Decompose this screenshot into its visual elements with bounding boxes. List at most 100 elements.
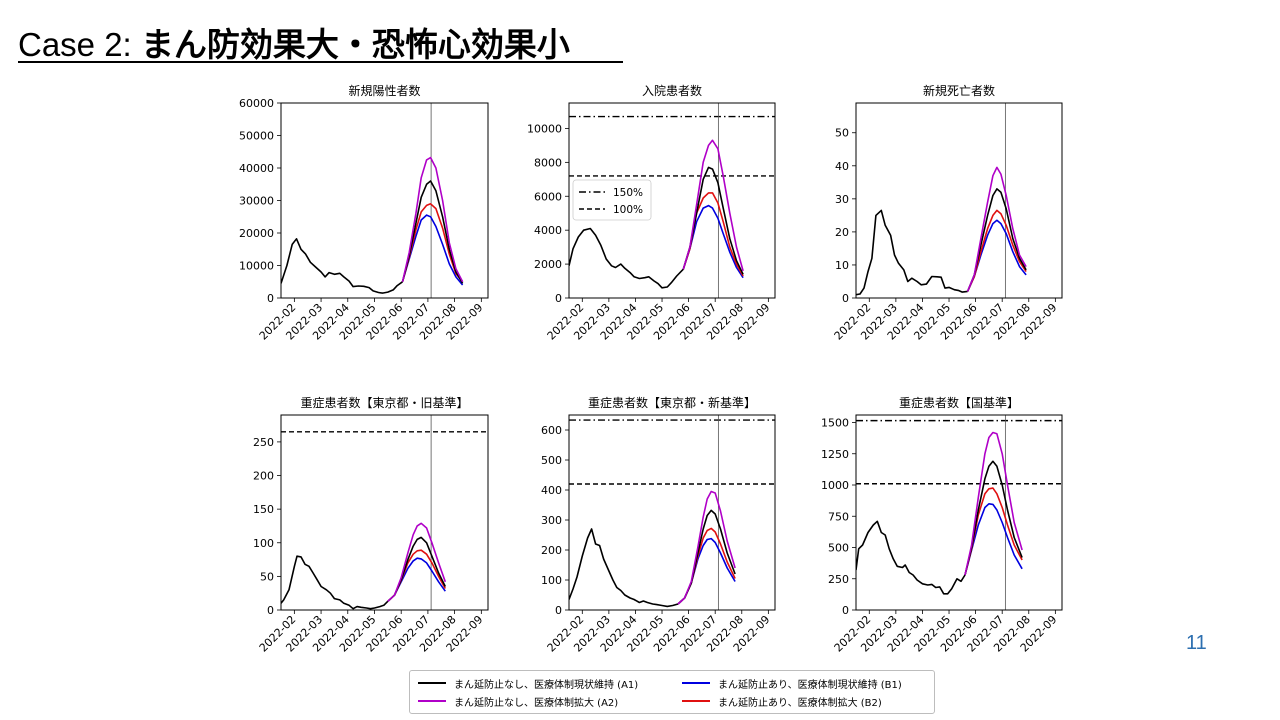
series-b2-line <box>401 203 464 283</box>
y-tick-label: 2000 <box>534 258 562 271</box>
y-tick-label: 20000 <box>239 227 274 240</box>
series-history-line <box>569 528 679 608</box>
chart-panel-5: 重症患者数【東京都・新基準】01002003004005006002022-02… <box>541 395 776 655</box>
legend-label-b1: まん延防止あり、医療体制現状維持 (B1) <box>718 679 902 691</box>
chart-title: 新規死亡者数 <box>923 83 995 98</box>
y-tick-label: 100 <box>253 537 274 550</box>
y-tick-label: 40 <box>835 160 849 173</box>
y-tick-label: 50 <box>260 570 274 583</box>
y-tick-label: 600 <box>541 424 562 437</box>
inner-legend-box <box>572 179 652 221</box>
series-a1-line <box>682 166 744 275</box>
y-tick-label: 8000 <box>534 156 562 169</box>
y-tick-label: 0 <box>842 604 849 617</box>
legend-label-b2: まん延防止あり、医療体制拡大 (B2) <box>718 697 882 709</box>
y-tick-label: 10000 <box>527 122 562 135</box>
series-a2-line <box>682 139 744 272</box>
y-tick-label: 4000 <box>534 224 562 237</box>
series-a1-line <box>966 188 1027 292</box>
chart-panel-2: 入院患者数02000400060008000100002022-022022-0… <box>527 83 776 343</box>
series-a2-line <box>387 522 447 602</box>
series-b1-line <box>387 557 446 602</box>
plot-area <box>569 103 775 298</box>
slide-title-main: まん防効果大・恐怖心効果小 <box>140 25 570 64</box>
series-a2-line <box>966 166 1027 292</box>
y-tick-label: 30 <box>835 193 849 206</box>
series-a2-line <box>401 156 464 283</box>
y-tick-label: 150 <box>253 503 274 516</box>
y-tick-label: 10 <box>835 259 849 272</box>
y-tick-label: 0 <box>555 604 562 617</box>
y-tick-label: 40000 <box>239 162 274 175</box>
series-a1-line <box>964 460 1023 576</box>
plot-area <box>281 415 488 610</box>
chart-title: 重症患者数【東京都・新基準】 <box>588 395 756 410</box>
y-tick-label: 30000 <box>239 195 274 208</box>
series-b1-line <box>964 502 1023 576</box>
chart-panel-3: 新規死亡者数010203040502022-022022-032022-0420… <box>832 83 1063 343</box>
chart-panel-6: 重症患者数【国基準】02505007501000125015002022-022… <box>821 395 1063 655</box>
series-history-line <box>856 520 966 595</box>
legend-swatch-a1 <box>418 682 446 684</box>
series-history-line <box>856 209 968 296</box>
chart-panel-1: 新規陽性者数0100002000030000400005000060000202… <box>239 83 489 343</box>
y-tick-label: 500 <box>828 542 849 555</box>
y-tick-label: 1000 <box>821 479 849 492</box>
inner-legend-label: 150% <box>613 187 643 199</box>
chart-legend: まん延防止なし、医療体制現状維持 (A1) まん延防止あり、医療体制現状維持 (… <box>409 670 935 714</box>
series-b2-line <box>966 209 1027 292</box>
plot-area <box>856 103 1027 298</box>
series-a2-line <box>677 490 736 605</box>
plot-frame <box>280 414 489 611</box>
y-tick-label: 0 <box>555 292 562 305</box>
series-b1-line <box>401 214 464 286</box>
legend-item-b1: まん延防止あり、医療体制現状維持 (B1) <box>682 674 902 692</box>
series-history-line <box>569 227 684 289</box>
legend-label-a1: まん延防止なし、医療体制現状維持 (A1) <box>454 679 639 691</box>
y-tick-label: 6000 <box>534 190 562 203</box>
title-underline <box>18 61 623 63</box>
y-tick-label: 20 <box>835 226 849 239</box>
y-tick-label: 250 <box>828 573 849 586</box>
y-tick-label: 100 <box>541 574 562 587</box>
plot-frame <box>280 102 489 299</box>
plot-frame <box>568 414 776 611</box>
series-history-line <box>281 238 403 294</box>
y-tick-label: 200 <box>541 544 562 557</box>
legend-item-b2: まん延防止あり、医療体制拡大 (B2) <box>682 692 882 710</box>
y-tick-label: 0 <box>842 292 849 305</box>
y-tick-label: 300 <box>541 514 562 527</box>
plot-frame <box>855 102 1063 299</box>
page-number: 11 <box>1186 632 1207 654</box>
legend-item-a1: まん延防止なし、医療体制現状維持 (A1) <box>418 674 638 692</box>
chart-panel-4: 重症患者数【東京都・旧基準】0501001502002502022-022022… <box>253 395 489 655</box>
chart-title: 入院患者数 <box>642 83 702 98</box>
series-a1-line <box>401 180 464 284</box>
plot-area <box>856 415 1062 610</box>
series-b1-line <box>682 204 744 279</box>
plot-area <box>569 415 775 610</box>
plot-frame <box>855 414 1063 611</box>
plot-area <box>281 103 464 298</box>
series-a1-line <box>677 509 736 605</box>
legend-swatch-a2 <box>418 700 446 702</box>
y-tick-label: 500 <box>541 454 562 467</box>
slide-title: Case 2: まん防効果大・恐怖心効果小 <box>18 18 570 66</box>
series-a2-line <box>964 431 1023 576</box>
plot-frame <box>568 102 776 299</box>
y-tick-label: 60000 <box>239 97 274 110</box>
inner-legend-label: 100% <box>613 204 643 216</box>
y-tick-label: 50000 <box>239 130 274 143</box>
legend-swatch-b1 <box>682 682 710 684</box>
chart-title: 新規陽性者数 <box>348 83 420 98</box>
chart-title: 重症患者数【国基準】 <box>899 395 1019 410</box>
y-tick-label: 1500 <box>821 417 849 430</box>
legend-item-a2: まん延防止なし、医療体制拡大 (A2) <box>418 692 618 710</box>
y-tick-label: 1250 <box>821 448 849 461</box>
legend-swatch-b2 <box>682 700 710 702</box>
series-history-line <box>281 555 389 610</box>
y-tick-label: 200 <box>253 470 274 483</box>
legend-label-a2: まん延防止なし、医療体制拡大 (A2) <box>454 697 619 709</box>
y-tick-label: 0 <box>267 604 274 617</box>
